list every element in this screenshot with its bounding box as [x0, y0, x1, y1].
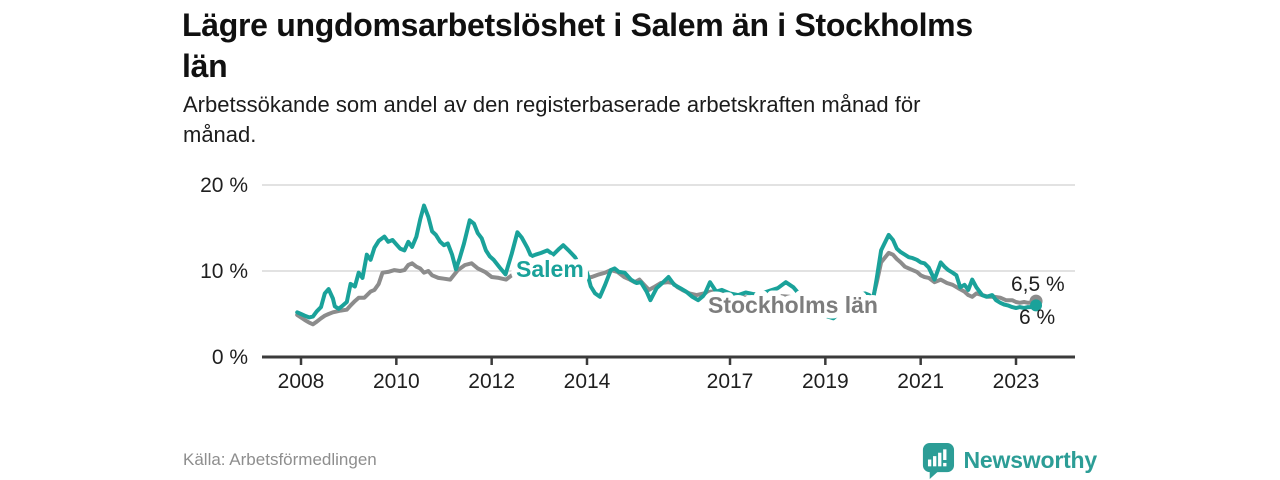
chart-subtitle-line-2: månad. — [183, 122, 257, 147]
newsworthy-logo-icon — [922, 443, 954, 479]
y-axis-label-10: 10 % — [200, 260, 248, 283]
x-axis-label-2023: 2023 — [993, 370, 1040, 393]
newsworthy-logo: Newsworthy — [920, 442, 1097, 479]
series-layer — [295, 203, 1038, 327]
newsworthy-logo-text: Newsworthy — [963, 447, 1098, 473]
series-line-salem — [295, 203, 1038, 321]
x-axis-label-2017: 2017 — [707, 370, 754, 393]
chart-title: Lägre ungdomsarbetslöshet i Salem än i S… — [182, 5, 1112, 87]
x-axis-label-2014: 2014 — [564, 370, 611, 393]
series-inline-label-stockholms-lan: Stockholms län — [708, 292, 878, 318]
x-axis-label-2010: 2010 — [373, 370, 420, 393]
annotation-layer: Stockholms län Salem 6,5 % 6 % — [511, 251, 1065, 330]
source-note: Källa: Arbetsförmedlingen — [183, 450, 377, 469]
series-inline-label-salem: Salem — [516, 256, 584, 282]
y-axis-label-20: 20 % — [200, 174, 248, 197]
end-value-label-salem: 6 % — [1019, 306, 1055, 329]
x-axis-label-2012: 2012 — [468, 370, 515, 393]
y-axis-label-0: 0 % — [212, 346, 248, 369]
x-axis-label-2019: 2019 — [802, 370, 849, 393]
grid-layer: 0 % 10 % 20 % 2008 2010 2012 2014 2017 2019 2021 2… — [200, 174, 1075, 393]
chart-subtitle-line-1: Arbetssökande som andel av den registerb… — [183, 92, 921, 117]
end-value-label-stockholms-lan: 6,5 % — [1011, 273, 1065, 296]
x-axis-label-2008: 2008 — [278, 370, 325, 393]
chart-title-line-1: Lägre ungdomsarbetslöshet i Salem än i S… — [182, 7, 973, 43]
chart-subtitle: Arbetssökande som andel av den registerb… — [183, 90, 1063, 150]
chart-title-line-2: län — [182, 48, 228, 84]
x-axis-label-2021: 2021 — [897, 370, 944, 393]
end-dot-salem — [1030, 299, 1043, 312]
